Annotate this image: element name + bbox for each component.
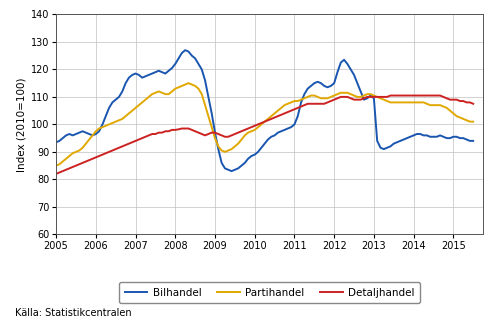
Detaljhandel	[53, 172, 59, 176]
Detaljhandel	[295, 106, 301, 110]
Partihandel	[73, 150, 79, 154]
Bilhandel	[447, 136, 453, 140]
Detaljhandel	[387, 94, 393, 98]
Bilhandel	[73, 132, 79, 136]
Partihandel	[185, 81, 191, 85]
Bilhandel	[308, 84, 314, 88]
Bilhandel	[411, 134, 417, 137]
Detaljhandel	[470, 102, 476, 106]
Partihandel	[407, 100, 413, 104]
Detaljhandel	[407, 94, 413, 98]
Text: Källa: Statistikcentralen: Källa: Statistikcentralen	[15, 308, 131, 318]
Bilhandel	[183, 48, 188, 52]
Partihandel	[321, 96, 327, 100]
Partihandel	[53, 164, 59, 168]
Bilhandel	[229, 169, 235, 173]
Line: Detaljhandel: Detaljhandel	[56, 96, 473, 174]
Partihandel	[305, 95, 310, 99]
Partihandel	[298, 98, 304, 101]
Line: Bilhandel: Bilhandel	[56, 50, 473, 171]
Line: Partihandel: Partihandel	[56, 83, 473, 166]
Partihandel	[444, 106, 449, 110]
Detaljhandel	[444, 96, 449, 100]
Bilhandel	[302, 92, 307, 96]
Detaljhandel	[302, 103, 307, 107]
Partihandel	[470, 120, 476, 124]
Bilhandel	[470, 139, 476, 143]
Bilhandel	[53, 140, 59, 144]
Y-axis label: Index (2010=100): Index (2010=100)	[17, 77, 26, 172]
Detaljhandel	[318, 102, 324, 106]
Detaljhandel	[73, 164, 79, 168]
Bilhandel	[325, 85, 330, 89]
Legend: Bilhandel, Partihandel, Detaljhandel: Bilhandel, Partihandel, Detaljhandel	[120, 282, 420, 303]
